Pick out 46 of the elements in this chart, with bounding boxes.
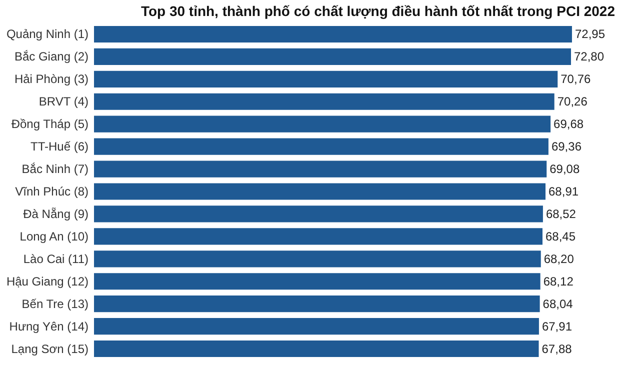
y-tick-label: Đồng Tháp (5) (11, 117, 89, 132)
y-tick-label: BRVT (4) (38, 94, 88, 109)
data-label: 67,91 (542, 319, 572, 334)
data-label: 67,88 (542, 342, 572, 356)
y-tick-label: Hải Phòng (3) (14, 72, 88, 86)
y-tick-label: Lào Cai (11) (23, 252, 88, 266)
y-tick-label: Hậu Giang (12) (6, 274, 88, 288)
y-tick-label: Bắc Ninh (7) (22, 162, 88, 176)
data-label: 69,36 (551, 140, 582, 154)
bar (94, 183, 546, 200)
data-label: 68,45 (545, 229, 576, 244)
data-label: 69,68 (554, 117, 584, 132)
y-tick-label: Đà Nẵng (9) (23, 206, 88, 221)
y-tick-label: TT-Huế (6) (30, 140, 88, 154)
y-tick-label: Long An (10) (20, 229, 89, 244)
data-label: 70,76 (560, 72, 591, 86)
bar (94, 206, 543, 222)
data-label: 68,91 (548, 184, 579, 198)
bar (94, 48, 571, 65)
data-label: 70,26 (557, 94, 588, 109)
y-tick-label: Bến Tre (13) (22, 296, 88, 311)
y-tick-label: Hưng Yên (14) (9, 319, 88, 334)
bar (94, 93, 554, 110)
bar (94, 160, 547, 178)
bar (94, 250, 541, 268)
data-label: 68,20 (544, 252, 574, 266)
chart-title: Top 30 tỉnh, thành phố có chất lượng điều hành tốt nhất trong PCI 2022 (140, 3, 616, 19)
data-label: 68,52 (546, 206, 576, 221)
y-tick-label: Lạng Sơn (15) (11, 342, 89, 356)
bar (94, 340, 539, 358)
data-label: 72,95 (574, 27, 606, 42)
data-label: 69,08 (550, 162, 580, 176)
y-tick-label: Vĩnh Phúc (8) (15, 184, 88, 198)
bar (94, 116, 551, 132)
bar (94, 318, 539, 335)
bar (94, 138, 548, 155)
bar (94, 26, 572, 43)
y-tick-label: Quảng Ninh (1) (6, 27, 88, 42)
bar (94, 296, 540, 312)
data-label: 68,04 (542, 296, 574, 311)
data-label: 68,12 (543, 274, 574, 288)
data-label: 72,80 (574, 50, 604, 64)
y-tick-label: Bắc Giang (2) (14, 50, 88, 64)
bar (94, 273, 540, 290)
bar (94, 228, 542, 245)
bar (94, 70, 558, 88)
